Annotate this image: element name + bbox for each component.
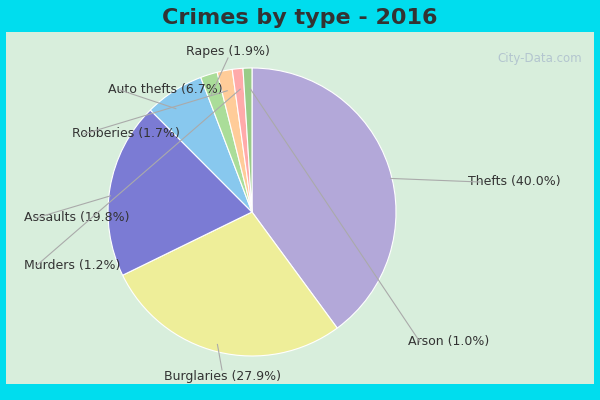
Text: Crimes by type - 2016: Crimes by type - 2016 xyxy=(162,8,438,28)
Wedge shape xyxy=(243,68,252,212)
Wedge shape xyxy=(252,68,396,328)
Text: Rapes (1.9%): Rapes (1.9%) xyxy=(186,45,270,58)
Text: Robberies (1.7%): Robberies (1.7%) xyxy=(72,128,180,140)
Wedge shape xyxy=(122,212,337,356)
Text: Thefts (40.0%): Thefts (40.0%) xyxy=(468,176,560,188)
Wedge shape xyxy=(151,78,252,212)
Wedge shape xyxy=(108,110,252,275)
Wedge shape xyxy=(217,69,252,212)
Wedge shape xyxy=(201,72,252,212)
Text: Auto thefts (6.7%): Auto thefts (6.7%) xyxy=(108,84,223,96)
Text: Murders (1.2%): Murders (1.2%) xyxy=(24,260,121,272)
Text: Burglaries (27.9%): Burglaries (27.9%) xyxy=(163,370,281,383)
Wedge shape xyxy=(232,68,252,212)
Text: Assaults (19.8%): Assaults (19.8%) xyxy=(24,212,130,224)
Text: City-Data.com: City-Data.com xyxy=(497,52,582,65)
Text: Arson (1.0%): Arson (1.0%) xyxy=(408,336,489,348)
